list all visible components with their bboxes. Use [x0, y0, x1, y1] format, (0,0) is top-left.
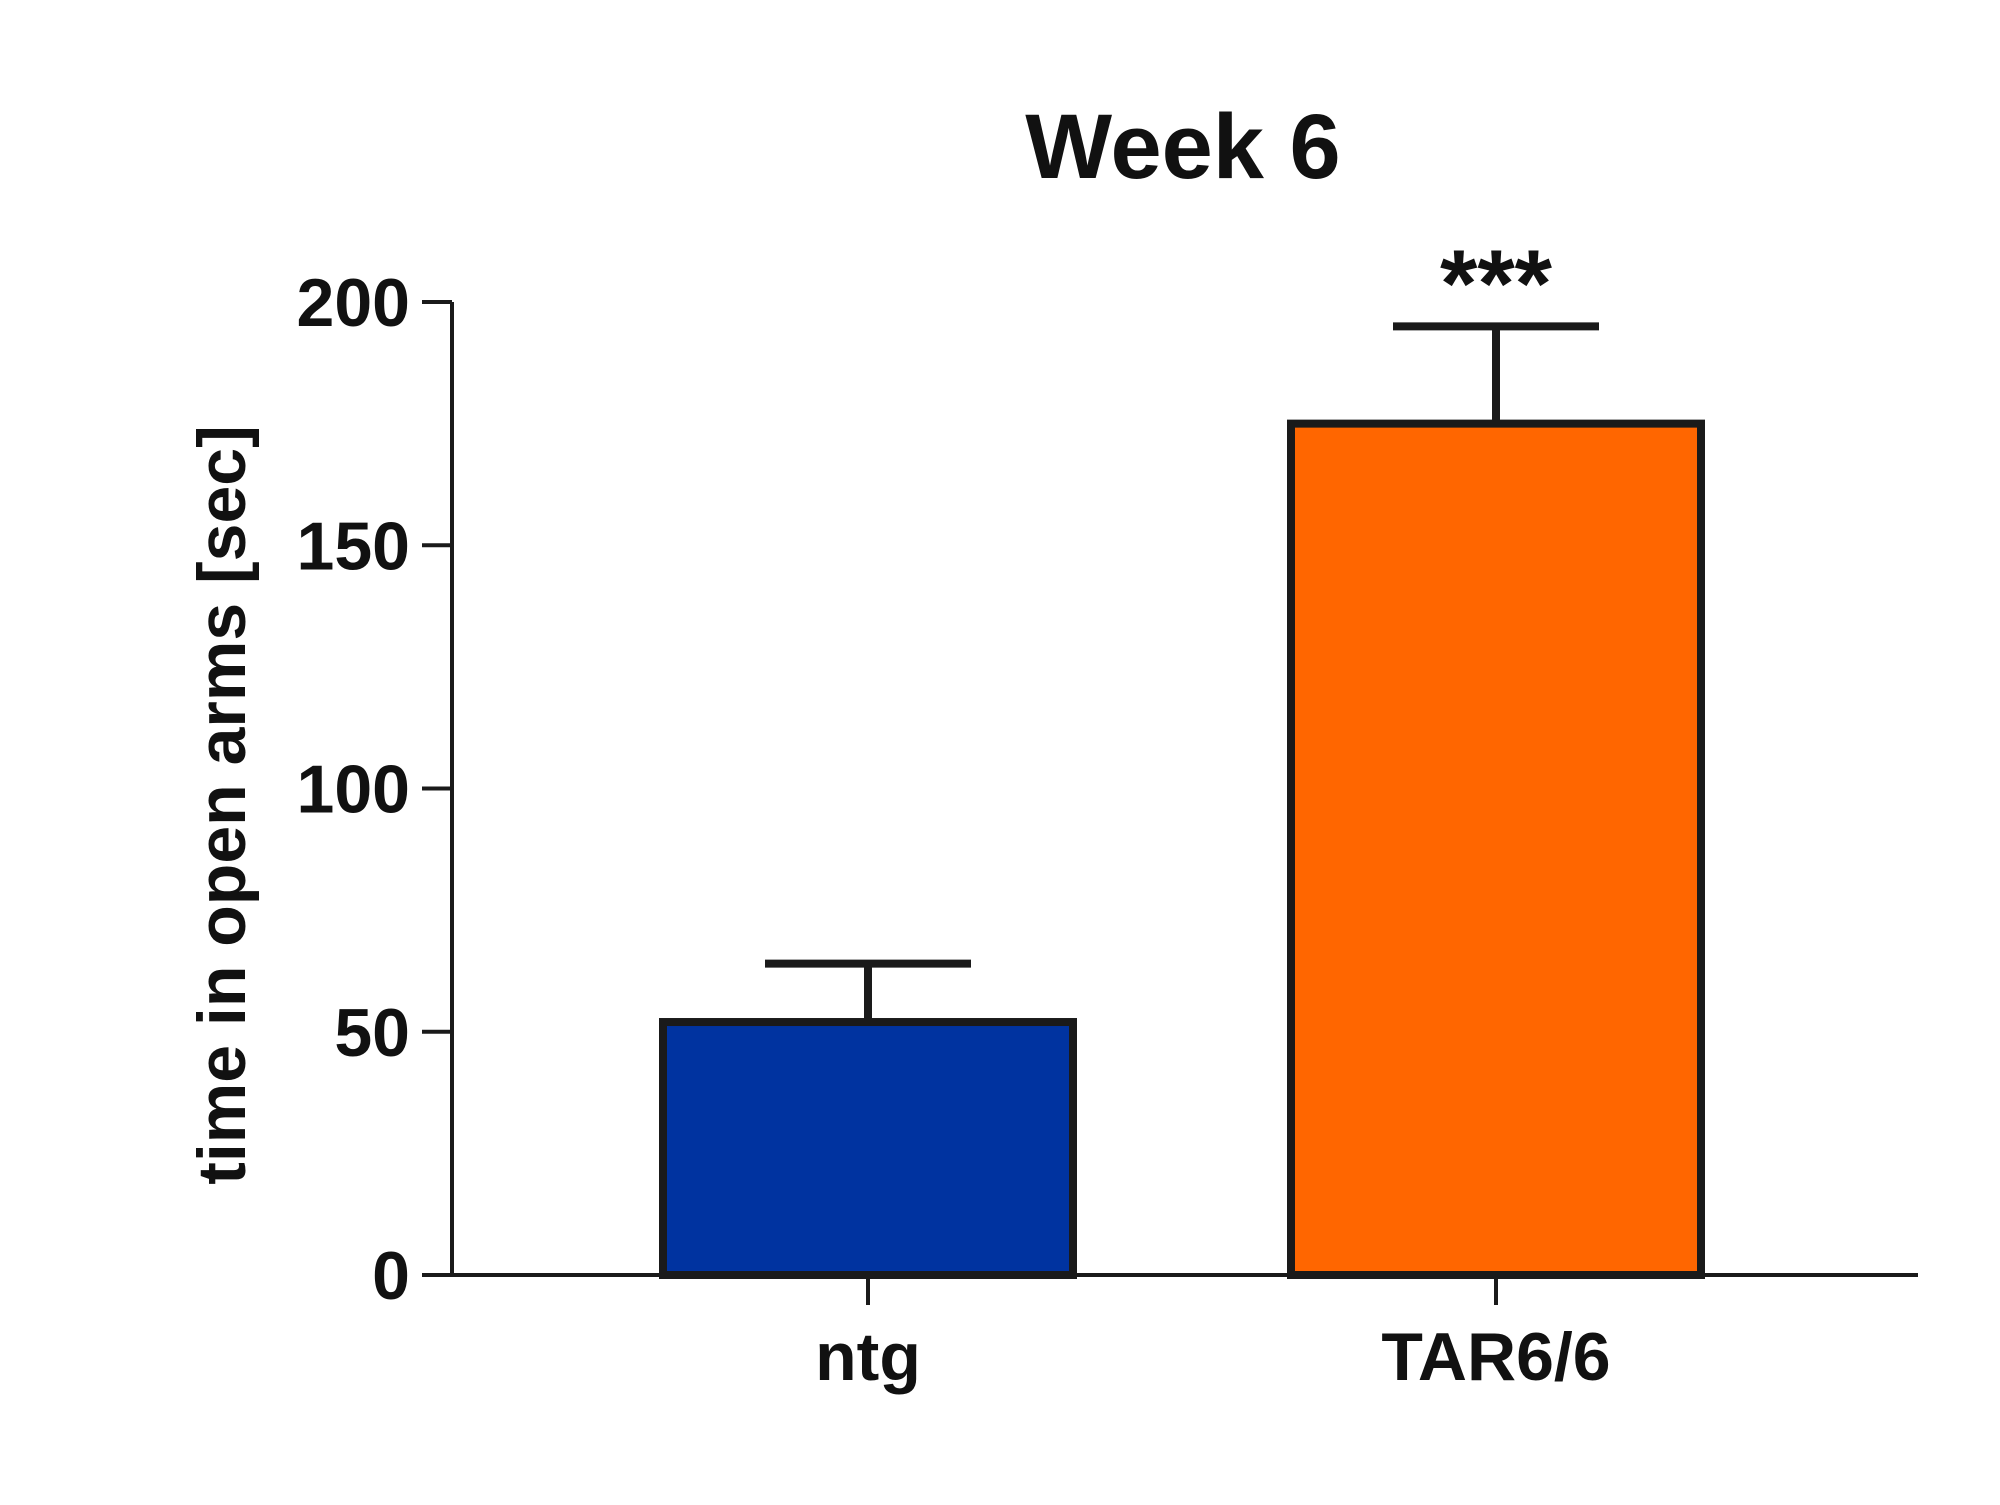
bar	[1287, 419, 1705, 1279]
annotations: ***	[1440, 230, 1553, 337]
bars	[659, 322, 1705, 1280]
x-category-label: TAR6/6	[1381, 1319, 1610, 1395]
chart-title: Week 6	[1025, 96, 1340, 198]
x-category-label: ntg	[815, 1319, 921, 1395]
y-tick-label: 50	[334, 995, 410, 1071]
y-tick-label: 200	[297, 265, 410, 341]
y-tick-label: 0	[372, 1238, 410, 1314]
y-tick-label: 150	[297, 508, 410, 584]
bar	[659, 1018, 1077, 1280]
y-axis-label: time in open arms [sec]	[184, 425, 260, 1185]
significance-marker: ***	[1440, 230, 1553, 337]
x-category-labels: ntg TAR6/6	[815, 1275, 1611, 1395]
y-ticks: 0 50 100 150 200	[297, 265, 452, 1314]
y-tick-label: 100	[297, 752, 410, 828]
